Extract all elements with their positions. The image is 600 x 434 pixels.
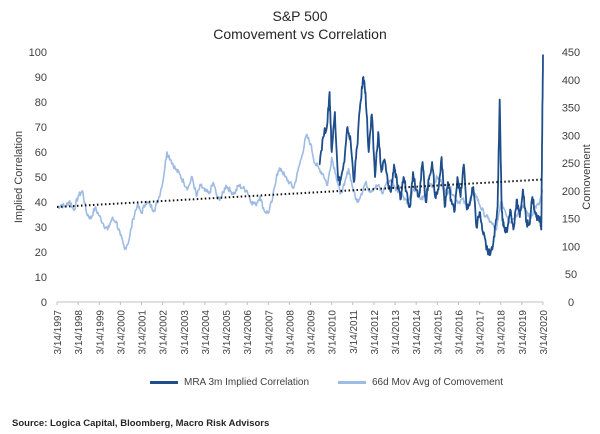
source-note: Source: Logica Capital, Bloomberg, Macro… [12,418,270,429]
x-tick-label: 3/14/2018 [497,310,508,355]
x-tick-label: 3/14/2006 [243,310,254,355]
legend-label-implied-correlation: MRA 3m Implied Correlation [184,377,310,388]
legend-label-comovement: 66d Mov Avg of Comovement [372,377,503,388]
x-tick-label: 3/14/1999 [95,310,106,355]
y-left-tick-label: 80 [35,97,47,109]
y-right-tick-label: 200 [562,186,580,198]
y-left-tick-label: 30 [35,222,47,234]
legend-item-comovement: 66d Mov Avg of Comovement [338,377,503,388]
y-left-tick-label: 40 [35,197,47,209]
y-right-tick-label: 300 [562,130,580,142]
x-tick-label: 3/14/2016 [454,310,465,355]
x-tick-label: 3/14/2004 [201,310,212,355]
x-tick-label: 3/14/2020 [539,310,550,355]
x-tick-label: 3/14/2013 [391,310,402,355]
y-right-tick-label: 450 [562,47,580,59]
x-tick-label: 3/14/2008 [285,310,296,355]
x-tick-label: 3/14/1997 [53,310,64,355]
y-right-axis-title: Comovement [581,144,593,209]
x-tick-label: 3/14/2019 [518,310,529,355]
chart-title: S&P 500 [272,8,328,24]
y-right-tick-label: 400 [562,75,580,87]
x-tick-label: 3/14/2005 [222,310,233,355]
series-line-comovement [56,133,544,250]
x-tick-label: 3/14/2002 [159,310,170,355]
x-tick-label: 3/14/2001 [138,310,149,355]
y-left-tick-label: 50 [35,172,47,184]
x-tick-label: 3/14/1998 [74,310,85,355]
x-tick-label: 3/14/2014 [412,310,423,355]
y-left-tick-label: 10 [35,272,47,284]
legend-swatch-comovement [338,381,366,384]
series-trend-line [56,178,544,208]
x-tick-label: 3/14/2010 [328,310,339,355]
x-tick-label: 3/14/2003 [180,310,191,355]
y-left-tick-label: 100 [29,47,47,59]
y-left-tick-label: 20 [35,247,47,259]
y-left-tick-label: 60 [35,147,47,159]
x-tick-label: 3/14/2012 [370,310,381,355]
x-tick-label: 3/14/2011 [349,310,360,354]
x-tick-label: 3/14/2017 [476,310,487,355]
y-right-tick-label: 100 [562,241,580,253]
x-tick-label: 3/14/2015 [433,310,444,355]
y-right-tick-label: 150 [562,214,580,226]
y-right-tick-label: 0 [568,297,574,309]
legend-swatch-implied-correlation [150,381,178,384]
y-left-tick-label: 0 [41,297,47,309]
x-tick-label: 3/14/2000 [116,310,127,355]
chart-subtitle: Comovement vs Correlation [213,26,387,42]
y-left-tick-label: 70 [35,122,47,134]
x-tick-label: 3/14/2007 [264,310,275,355]
y-left-axis-title: Implied Correlation [13,131,25,223]
x-tick-label: 3/14/2009 [307,310,318,355]
legend-item-implied-correlation: MRA 3m Implied Correlation [150,377,309,388]
legend: MRA 3m Implied Correlation 66d Mov Avg o… [0,377,600,393]
series-line-implied-correlation [318,54,544,257]
y-right-tick-label: 350 [562,103,580,115]
y-right-tick-label: 50 [565,269,577,281]
y-right-tick-label: 250 [562,158,580,170]
y-left-tick-label: 90 [35,72,47,84]
